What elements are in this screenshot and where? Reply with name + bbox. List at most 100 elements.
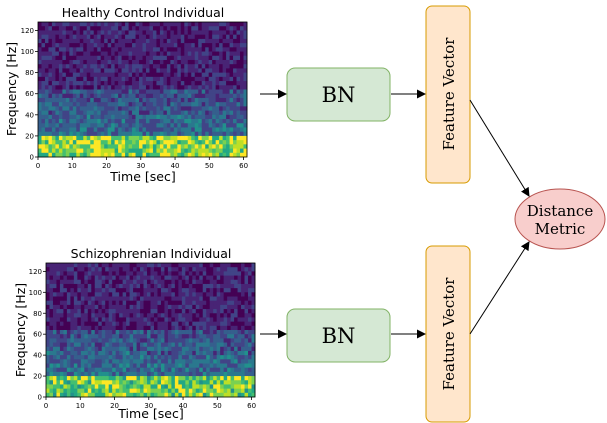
spectrogram-cell [223, 102, 227, 107]
spectrogram-cell [101, 47, 105, 52]
spectrogram-cell [67, 301, 71, 306]
spectrogram-cell [52, 106, 56, 111]
spectrogram-cell [91, 301, 95, 306]
spectrogram-cell [219, 30, 223, 35]
spectrogram-cell [238, 359, 242, 364]
spectrogram-cell [212, 39, 216, 44]
spectrogram-cell [109, 376, 113, 381]
spectrogram-cell [84, 330, 88, 335]
spectrogram-cell [104, 35, 108, 40]
spectrogram-cell [140, 334, 144, 339]
spectrogram-cell [126, 326, 130, 331]
spectrogram-cell [129, 43, 133, 48]
spectrogram-cell [234, 330, 238, 335]
spectrogram-cell [125, 123, 129, 128]
spectrogram-top-y-ticks: 020406080100120 [21, 27, 38, 162]
spectrogram-cell [49, 347, 53, 352]
spectrogram-cell [67, 288, 71, 293]
spectrogram-cell [151, 384, 155, 389]
spectrogram-cell [212, 30, 216, 35]
spectrogram-cell [118, 81, 122, 86]
spectrogram-cell [146, 115, 150, 120]
spectrogram-cell [220, 309, 224, 314]
spectrogram-cell [241, 376, 245, 381]
spectrogram-cell [245, 271, 249, 276]
spectrogram-cell [133, 271, 137, 276]
spectrogram-cell [245, 292, 249, 297]
spectrogram-cell [81, 368, 85, 373]
spectrogram-cell [139, 81, 143, 86]
spectrogram-cell [59, 102, 63, 107]
spectrogram-cell [241, 280, 245, 285]
spectrogram-cell [175, 351, 179, 356]
spectrogram-cell [81, 372, 85, 377]
spectrogram-cell [48, 56, 52, 61]
spectrogram-cell [223, 77, 227, 82]
spectrogram-cell [237, 68, 241, 73]
spectrogram-cell [168, 276, 172, 281]
spectrogram-cell [241, 364, 245, 369]
spectrogram-cell [102, 317, 106, 322]
spectrogram-cell [202, 123, 206, 128]
spectrogram-cell [66, 68, 70, 73]
spectrogram-cell [227, 322, 231, 327]
spectrogram-cell [156, 73, 160, 78]
spectrogram-cell [46, 305, 50, 310]
spectrogram-cell [210, 384, 214, 389]
spectrogram-cell [123, 288, 127, 293]
spectrogram-cell [63, 267, 67, 272]
spectrogram-cell [122, 68, 126, 73]
spectrogram-cell [125, 111, 129, 116]
spectrogram-cell [88, 343, 92, 348]
spectrogram-cell [237, 43, 241, 48]
spectrogram-cell [224, 284, 228, 289]
spectrogram-cell [241, 351, 245, 356]
spectrogram-cell [97, 102, 101, 107]
spectrogram-cell [88, 267, 92, 272]
spectrogram-cell [101, 30, 105, 35]
spectrogram-cell [101, 90, 105, 95]
spectrogram-cell [132, 90, 136, 95]
spectrogram-cell [104, 132, 108, 137]
spectrogram-cell [198, 26, 202, 31]
spectrogram-cell [144, 313, 148, 318]
spectrogram-cell [63, 380, 67, 385]
spectrogram-cell [212, 43, 216, 48]
spectrogram-cell [41, 56, 45, 61]
spectrogram-cell [101, 98, 105, 103]
spectrogram-cell [189, 364, 193, 369]
spectrogram-cell [41, 106, 45, 111]
spectrogram-cell [238, 364, 242, 369]
spectrogram-cell [136, 102, 140, 107]
spectrogram-cell [217, 389, 221, 394]
spectrogram-cell [177, 77, 181, 82]
spectrogram-cell [91, 355, 95, 360]
spectrogram-cell [146, 106, 150, 111]
spectrogram-cell [163, 98, 167, 103]
spectrogram-cell [241, 305, 245, 310]
spectrogram-cell [174, 115, 178, 120]
spectrogram-cell [73, 132, 77, 137]
spectrogram-cell [84, 364, 88, 369]
spectrogram-cell [154, 292, 158, 297]
spectrogram-cell [227, 267, 231, 272]
spectrogram-cell [122, 22, 126, 27]
spectrogram-cell [220, 372, 224, 377]
spectrogram-cell [77, 309, 81, 314]
spectrogram-cell [160, 85, 164, 90]
spectrogram-cell [151, 372, 155, 377]
spectrogram-cell [171, 351, 175, 356]
spectrogram-cell [139, 119, 143, 124]
spectrogram-cell [238, 322, 242, 327]
spectrogram-cell [191, 64, 195, 69]
spectrogram-cell [195, 149, 199, 154]
spectrogram-cell [164, 284, 168, 289]
spectrogram-cell [111, 56, 115, 61]
spectrogram-cell [168, 271, 172, 276]
spectrogram-cell [133, 380, 137, 385]
spectrogram-cell [143, 52, 147, 57]
spectrogram-cell [62, 26, 66, 31]
spectrogram-cell [199, 284, 203, 289]
spectrogram-cell [66, 149, 70, 154]
spectrogram-cell [90, 60, 94, 65]
